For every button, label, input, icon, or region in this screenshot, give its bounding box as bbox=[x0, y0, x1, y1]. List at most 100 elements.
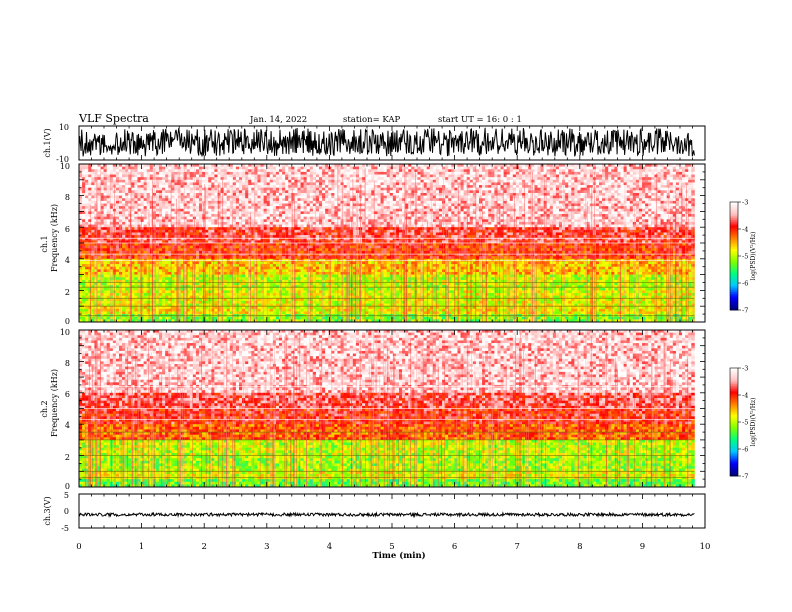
spectrogram-cell bbox=[297, 185, 301, 189]
spectrogram-cell bbox=[426, 187, 431, 191]
spectrogram-cell bbox=[657, 219, 661, 223]
spectrogram-cell bbox=[522, 227, 526, 231]
spectrogram-cell bbox=[398, 219, 403, 223]
spectrogram-cell bbox=[451, 219, 455, 223]
spectrogram-cell bbox=[642, 177, 646, 181]
spectrogram-cell bbox=[534, 200, 538, 204]
spectrogram-cell bbox=[334, 206, 338, 210]
spectrogram-cell bbox=[555, 195, 560, 199]
spectrogram-cell bbox=[383, 211, 388, 215]
spectrogram-cell bbox=[472, 192, 477, 196]
spectrogram-cell bbox=[558, 179, 563, 183]
spectrogram-cell bbox=[398, 221, 403, 225]
spectrogram-cell bbox=[555, 219, 560, 223]
spectrogram-cell bbox=[608, 200, 612, 204]
spectrogram-cell bbox=[423, 200, 428, 204]
spectrogram-cell bbox=[552, 190, 557, 194]
spectrogram-cell bbox=[494, 203, 498, 207]
spectrogram-cell bbox=[688, 221, 692, 225]
spectrogram-cell bbox=[122, 224, 126, 228]
spectrogram-cell bbox=[146, 187, 151, 191]
spectrogram-cell bbox=[626, 211, 631, 215]
spectrogram-cell bbox=[451, 208, 455, 212]
spectrogram-cell bbox=[540, 185, 544, 189]
spectrogram-cell bbox=[682, 166, 686, 170]
spectrogram-cell bbox=[635, 169, 640, 173]
spectrogram-cell bbox=[312, 166, 317, 170]
spectrogram-cell bbox=[617, 171, 621, 175]
spectrogram-cell bbox=[574, 182, 578, 186]
spectrogram-cell bbox=[288, 214, 292, 218]
spectrogram-cell bbox=[426, 216, 431, 220]
spectrogram-cell bbox=[491, 187, 495, 191]
spectrogram-cell bbox=[291, 171, 295, 175]
spectrogram-cell bbox=[137, 214, 141, 218]
spectrogram-cell bbox=[565, 190, 569, 194]
spectrogram-cell bbox=[691, 171, 695, 175]
spectrogram-cell bbox=[146, 211, 151, 215]
spectrogram-cell bbox=[463, 171, 468, 175]
spectrogram-cell bbox=[152, 224, 157, 228]
spectrogram-cell bbox=[337, 174, 341, 178]
spectrogram-cell bbox=[288, 166, 292, 170]
spectrogram-cell bbox=[251, 192, 255, 196]
spectrogram-cell bbox=[217, 208, 221, 212]
spectrogram-cell bbox=[475, 171, 480, 175]
spectrogram-cell bbox=[115, 211, 120, 215]
spectrogram-cell bbox=[242, 195, 246, 199]
spectrogram-cell bbox=[503, 166, 508, 170]
spectrogram-cell bbox=[362, 219, 366, 223]
spectrogram-cell bbox=[343, 221, 348, 225]
spectrogram-cell bbox=[534, 164, 538, 168]
spectrogram-cell bbox=[266, 179, 271, 183]
spectrogram-cell bbox=[623, 203, 628, 207]
spectrogram-cell bbox=[165, 185, 169, 189]
spectrogram-cell bbox=[678, 224, 683, 228]
spectrogram-cell bbox=[226, 164, 231, 168]
spectrogram-cell bbox=[555, 182, 560, 186]
spectrogram-cell bbox=[198, 219, 203, 223]
spectrogram-cell bbox=[134, 187, 138, 191]
spectrogram-cell bbox=[525, 190, 529, 194]
spectrogram-cell bbox=[288, 219, 292, 223]
spectrogram-cell bbox=[149, 192, 154, 196]
spectrogram-cell bbox=[645, 211, 649, 215]
spectrogram-cell bbox=[675, 185, 680, 189]
spectrogram-cell bbox=[146, 219, 151, 223]
spectrogram-cell bbox=[368, 211, 372, 215]
spectrogram-cell bbox=[506, 221, 511, 225]
spectrogram-cell bbox=[460, 203, 464, 207]
spectrogram-cell bbox=[380, 182, 385, 186]
spectrogram-cell bbox=[395, 164, 400, 168]
spectrogram-cell bbox=[362, 206, 366, 210]
spectrogram-cell bbox=[232, 227, 237, 231]
spectrogram-cell bbox=[525, 179, 529, 183]
spectrogram-cell bbox=[315, 187, 320, 191]
spectrogram-cell bbox=[180, 211, 185, 215]
spectrogram-cell bbox=[598, 216, 603, 220]
spectrogram-cell bbox=[245, 221, 249, 225]
spectrogram-cell bbox=[546, 169, 551, 173]
spectrogram-cell bbox=[291, 166, 295, 170]
spectrogram-cell bbox=[300, 185, 305, 189]
spectrogram-cell bbox=[343, 200, 348, 204]
spectrogram-cell bbox=[426, 177, 431, 181]
spectrogram-cell bbox=[408, 195, 412, 199]
spectrogram-cell bbox=[257, 203, 261, 207]
spectrogram-cell bbox=[383, 224, 388, 228]
spectrogram-cell bbox=[285, 224, 289, 228]
spectrogram-cell bbox=[186, 190, 191, 194]
spectrogram-cell bbox=[408, 203, 412, 207]
spectrogram-cell bbox=[109, 227, 114, 231]
spectrogram-cell bbox=[183, 224, 188, 228]
spectrogram-cell bbox=[322, 203, 326, 207]
spectrogram-cell bbox=[574, 166, 578, 170]
spectrogram-cell bbox=[457, 174, 461, 178]
spectrogram-cell bbox=[85, 203, 89, 207]
spectrogram-cell bbox=[512, 164, 517, 168]
spectrogram-cell bbox=[340, 166, 345, 170]
spectrogram-cell bbox=[232, 192, 237, 196]
spectrogram-cell bbox=[328, 224, 332, 228]
spectrogram-cell bbox=[414, 187, 418, 191]
spectrogram-cell bbox=[362, 216, 366, 220]
